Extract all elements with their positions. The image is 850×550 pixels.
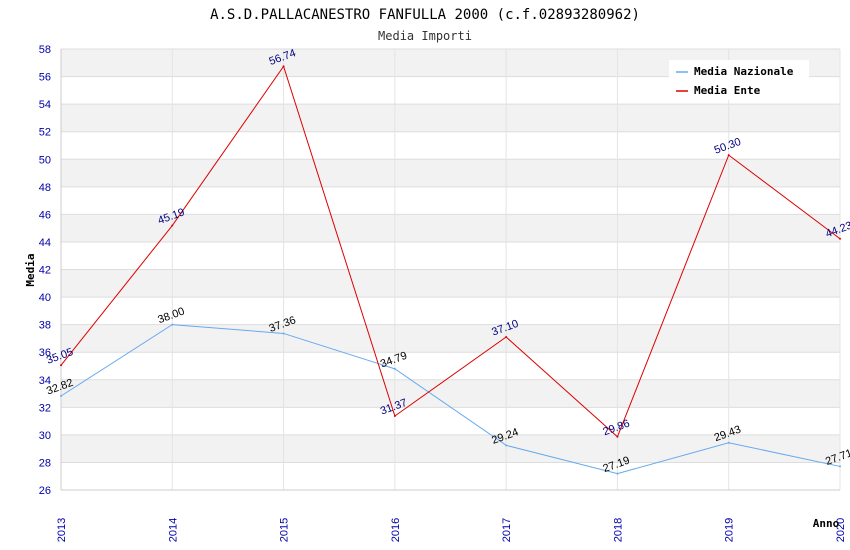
legend-label-media-ente: Media Ente <box>694 84 761 97</box>
plot-band <box>61 104 840 132</box>
plot-band <box>61 131 840 160</box>
x-tick-label: 2017 <box>501 518 513 542</box>
y-tick-label: 56 <box>39 72 51 84</box>
y-tick-label: 42 <box>39 265 51 277</box>
y-tick-label: 54 <box>39 99 51 111</box>
x-tick-label: 2014 <box>167 518 179 542</box>
y-tick-label: 40 <box>39 292 51 304</box>
data-point <box>393 414 396 417</box>
y-tick-label: 46 <box>39 209 51 221</box>
data-point <box>282 65 285 68</box>
series-lines <box>60 65 841 475</box>
y-tick-label: 28 <box>39 457 51 469</box>
y-tick-label: 32 <box>39 402 51 414</box>
x-tick-label: 2018 <box>612 518 624 542</box>
plot-band <box>61 186 840 215</box>
y-tick-label: 50 <box>39 154 51 166</box>
x-tick-label: 2013 <box>56 518 68 542</box>
plot-band <box>61 352 840 380</box>
data-point <box>505 444 508 447</box>
data-point <box>616 435 619 438</box>
data-point <box>60 364 62 367</box>
legend-box <box>669 60 809 100</box>
data-point <box>505 336 508 339</box>
x-tick-label: 2015 <box>279 518 291 542</box>
x-tick-label: 2020 <box>835 518 847 542</box>
chart-subtitle: Media Importi <box>378 29 472 43</box>
data-point <box>60 395 62 398</box>
legend: Media Nazionale Media Ente <box>669 60 809 100</box>
plot-band <box>61 462 840 490</box>
data-point <box>171 323 174 326</box>
data-point <box>393 367 396 370</box>
plot-band <box>61 297 840 325</box>
y-axis-ticks: 26 28 30 32 34 36 38 40 42 44 46 48 50 52 54 56 58 <box>39 44 51 497</box>
y-tick-label: 26 <box>39 485 51 497</box>
y-tick-label: 44 <box>39 237 51 249</box>
plot-band <box>61 159 840 187</box>
y-tick-label: 30 <box>39 430 51 442</box>
data-point <box>282 332 285 335</box>
gridlines <box>60 48 841 491</box>
y-tick-label: 34 <box>39 375 51 387</box>
plot-band <box>61 434 840 463</box>
data-point <box>727 154 730 157</box>
y-tick-label: 38 <box>39 320 51 332</box>
plot-band <box>61 324 840 353</box>
y-tick-label: 58 <box>39 44 51 56</box>
chart-title: A.S.D.PALLACANESTRO FANFULLA 2000 (c.f.0… <box>210 7 640 23</box>
data-point <box>727 441 730 444</box>
x-tick-label: 2019 <box>724 518 736 542</box>
data-point <box>616 472 619 475</box>
data-point <box>839 465 841 468</box>
x-tick-label: 2016 <box>390 518 402 542</box>
y-axis-label: Media <box>24 253 37 286</box>
x-axis-label: Anno <box>813 517 840 530</box>
plot-band <box>61 379 840 408</box>
y-tick-label: 52 <box>39 127 51 139</box>
x-axis-ticks: 2013 2014 2015 2016 2017 2018 2019 2020 <box>56 518 847 542</box>
data-point <box>839 237 841 240</box>
plot-band <box>61 407 840 435</box>
series-line-media-ente <box>60 65 841 438</box>
plot-band <box>61 269 840 298</box>
plot-band <box>61 214 840 242</box>
legend-label-media-nazionale: Media Nazionale <box>694 65 794 78</box>
plot-band <box>61 241 840 270</box>
data-point <box>171 224 174 227</box>
plot-bands <box>61 49 840 490</box>
y-tick-label: 48 <box>39 182 51 194</box>
y-tick-label: 36 <box>39 347 51 359</box>
series-line-media-nazionale <box>60 324 841 475</box>
